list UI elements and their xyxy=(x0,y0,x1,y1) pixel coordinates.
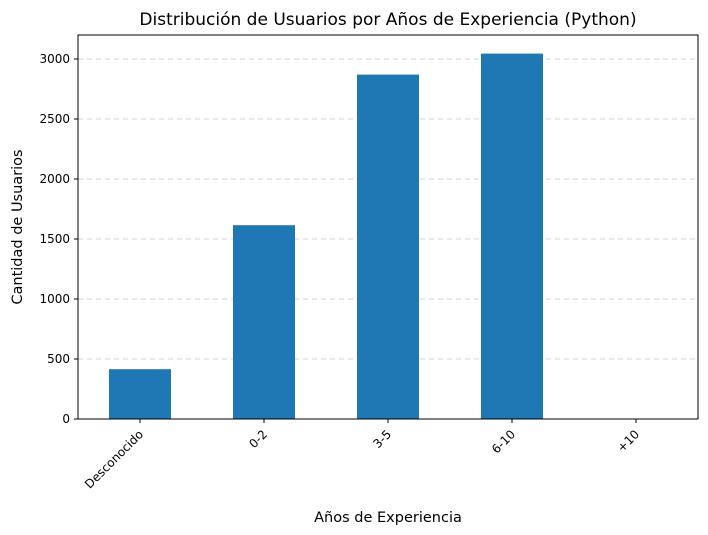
y-tick-label: 1500 xyxy=(39,232,70,246)
x-axis-label: Años de Experiencia xyxy=(314,510,462,526)
chart-title: Distribución de Usuarios por Años de Exp… xyxy=(139,10,636,30)
bar xyxy=(109,369,171,419)
y-axis-ticks: 0 500 1000 1500 2000 2500 3000 xyxy=(39,52,78,426)
y-tick-label: 1000 xyxy=(39,292,70,306)
y-tick-label: 0 xyxy=(62,412,70,426)
y-tick-label: 3000 xyxy=(39,52,70,66)
x-tick-label: 6-10 xyxy=(489,427,518,456)
bar xyxy=(233,225,295,419)
x-tick-label: 3-5 xyxy=(370,427,394,451)
bar xyxy=(481,53,543,419)
bars xyxy=(109,53,543,419)
bar xyxy=(357,74,419,419)
x-tick-label: +10 xyxy=(614,427,642,455)
y-axis-label: Cantidad de Usuarios xyxy=(10,149,26,304)
y-tick-label: 500 xyxy=(47,352,70,366)
y-tick-label: 2000 xyxy=(39,172,70,186)
x-tick-label: 0-2 xyxy=(246,427,270,451)
y-tick-label: 2500 xyxy=(39,112,70,126)
x-tick-label: Desconocido xyxy=(82,427,146,491)
x-axis-ticks: Desconocido 0-2 3-5 6-10 +10 xyxy=(82,419,642,491)
